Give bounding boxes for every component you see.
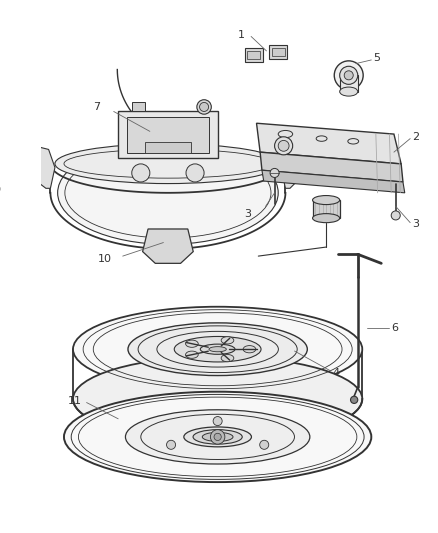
Ellipse shape [174,336,261,362]
Ellipse shape [209,346,226,352]
Polygon shape [127,117,208,153]
Ellipse shape [221,337,234,344]
Circle shape [344,71,353,80]
Polygon shape [257,123,401,164]
Ellipse shape [186,351,198,358]
Circle shape [340,66,358,84]
Text: 3: 3 [412,220,419,230]
Polygon shape [132,102,145,111]
Ellipse shape [221,354,234,362]
Text: 3: 3 [244,208,251,219]
Text: 9: 9 [0,185,1,195]
Polygon shape [118,111,218,158]
Polygon shape [269,45,287,59]
Polygon shape [247,51,260,59]
Ellipse shape [200,344,235,354]
Circle shape [334,61,363,90]
Circle shape [214,433,221,440]
Polygon shape [262,170,405,193]
Ellipse shape [73,357,362,441]
Polygon shape [25,146,55,188]
Circle shape [278,140,289,151]
Circle shape [213,417,222,425]
Polygon shape [245,48,263,62]
Text: 4: 4 [332,368,339,378]
Ellipse shape [58,141,278,244]
Text: 11: 11 [68,395,82,406]
Text: 5: 5 [373,53,380,63]
Circle shape [186,164,204,182]
Ellipse shape [64,392,371,482]
Ellipse shape [193,430,242,444]
Ellipse shape [340,87,358,96]
Circle shape [132,164,150,182]
Polygon shape [145,142,191,153]
Polygon shape [313,200,340,218]
Polygon shape [260,152,403,182]
Ellipse shape [184,427,251,447]
Ellipse shape [243,345,256,353]
Text: 10: 10 [98,254,112,264]
Circle shape [200,102,208,111]
Text: 2: 2 [412,132,419,142]
Ellipse shape [313,214,340,223]
Circle shape [270,168,279,177]
Ellipse shape [55,144,281,183]
Ellipse shape [128,323,307,376]
Polygon shape [281,146,305,188]
Ellipse shape [202,432,233,441]
Circle shape [260,440,269,449]
Circle shape [166,440,176,449]
Text: 6: 6 [391,324,398,334]
Circle shape [210,430,225,444]
Ellipse shape [313,196,340,205]
Polygon shape [340,75,358,92]
Polygon shape [272,48,285,56]
Circle shape [275,137,293,155]
Circle shape [350,396,358,403]
Text: 1: 1 [238,30,245,39]
Circle shape [197,100,211,114]
Polygon shape [143,229,193,263]
Ellipse shape [186,340,198,348]
Ellipse shape [125,410,310,464]
Circle shape [391,211,400,220]
Ellipse shape [73,306,362,392]
Text: 7: 7 [93,102,100,112]
